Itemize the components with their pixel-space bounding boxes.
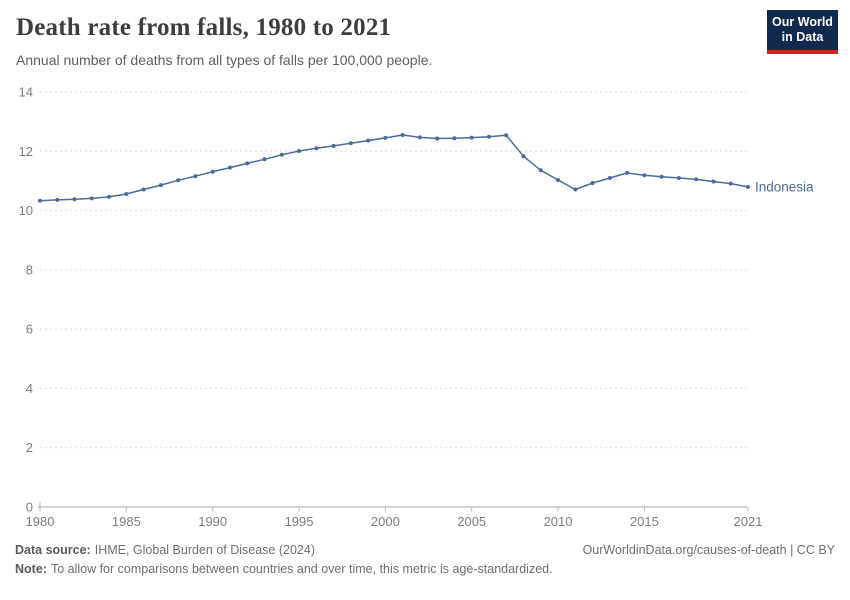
line-chart-canvas: 0 2 4 6 8 10 12 14 1980 1985 1990 1995 2000 2005 2010 2… xyxy=(19,85,815,530)
data-point xyxy=(297,149,301,153)
data-point xyxy=(279,152,284,157)
data-point xyxy=(728,181,733,186)
data-point xyxy=(55,197,60,202)
y-tick-label: 4 xyxy=(26,381,33,396)
x-tick-label: 2005 xyxy=(457,514,486,529)
data-point xyxy=(676,176,681,180)
data-point xyxy=(383,135,388,140)
data-point xyxy=(210,169,215,174)
owid-logo-line1: Our World xyxy=(772,15,833,29)
data-point xyxy=(124,192,129,196)
note-value: To allow for comparisons between countri… xyxy=(50,562,553,576)
data-point xyxy=(158,183,163,188)
data-point xyxy=(348,141,353,146)
data-point xyxy=(228,165,232,170)
data-point xyxy=(400,133,405,137)
data-point xyxy=(245,161,250,166)
y-tick-label: 2 xyxy=(26,440,33,455)
chart-footer: Data source: IHME, Global Burden of Disea… xyxy=(15,543,835,576)
data-point xyxy=(107,194,112,199)
data-point xyxy=(314,146,319,151)
chart-line xyxy=(39,134,749,202)
y-tick-label: 14 xyxy=(19,85,33,100)
data-point xyxy=(176,178,181,183)
page-title: Death rate from falls, 1980 to 2021 xyxy=(16,14,392,41)
data-point xyxy=(746,184,750,189)
data-point xyxy=(625,170,630,175)
chart-subtitle: Annual number of deaths from all types o… xyxy=(16,52,433,68)
data-point xyxy=(72,197,77,202)
data-point xyxy=(521,154,526,159)
y-tick-label: 12 xyxy=(19,144,33,159)
data-point xyxy=(573,187,578,192)
owid-citation-link[interactable]: OurWorldinData.org/causes-of-death | CC … xyxy=(582,543,835,557)
data-source-label: Data source: xyxy=(15,543,91,557)
data-source-text: Data source: IHME, Global Burden of Disea… xyxy=(15,543,315,557)
x-tick-label: 1990 xyxy=(198,514,227,529)
data-point xyxy=(435,136,440,141)
data-point xyxy=(556,178,560,182)
data-point xyxy=(262,157,267,162)
note-text: Note: To allow for comparisons between co… xyxy=(15,562,835,576)
data-point xyxy=(659,174,664,179)
x-tick-label: 1995 xyxy=(285,514,314,529)
x-tick-label: 2000 xyxy=(371,514,400,529)
owid-logo[interactable]: Our World in Data xyxy=(767,10,838,54)
data-point xyxy=(469,135,474,140)
y-tick-label: 10 xyxy=(19,203,33,218)
data-point xyxy=(193,174,198,179)
x-tick-label: 1985 xyxy=(112,514,141,529)
data-point xyxy=(538,168,543,173)
data-point xyxy=(89,196,94,201)
x-tick-label: 2010 xyxy=(544,514,573,529)
data-point xyxy=(607,176,612,180)
x-tick-label: 1980 xyxy=(26,514,55,529)
y-tick-label: 6 xyxy=(26,322,33,337)
data-point xyxy=(366,138,371,143)
y-tick-label: 8 xyxy=(26,262,33,277)
data-point xyxy=(711,179,716,184)
data-point xyxy=(694,177,699,182)
data-point xyxy=(452,136,457,141)
data-source-value: IHME, Global Burden of Disease (2024) xyxy=(94,543,315,557)
data-point xyxy=(642,173,647,178)
x-tick-label: 2015 xyxy=(630,514,659,529)
series-label: Indonesia xyxy=(755,179,814,194)
data-point xyxy=(417,135,422,140)
note-label: Note: xyxy=(15,562,47,576)
data-point xyxy=(504,133,509,138)
data-point xyxy=(38,198,42,203)
data-point xyxy=(487,134,491,139)
data-point xyxy=(331,143,336,148)
data-point xyxy=(141,187,146,192)
y-tick-label: 0 xyxy=(26,500,33,515)
data-point xyxy=(590,181,595,185)
owid-logo-line2: in Data xyxy=(781,30,824,45)
x-tick-label: 2021 xyxy=(734,514,763,529)
